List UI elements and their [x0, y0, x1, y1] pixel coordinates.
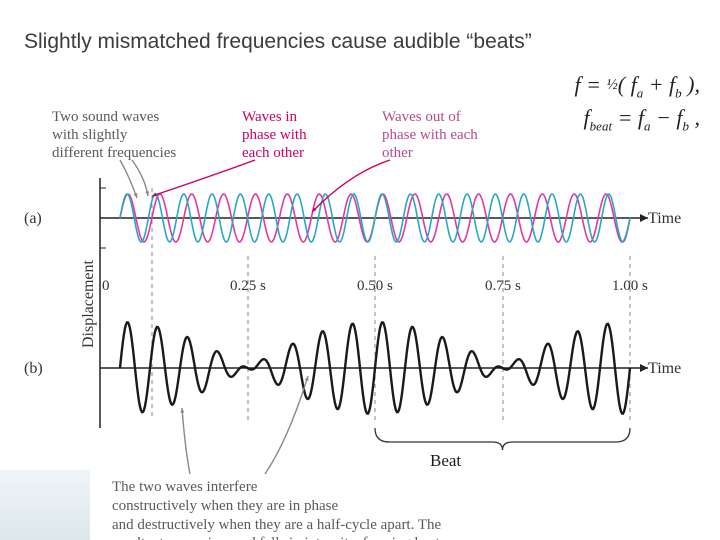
- waves-svg: [20, 88, 700, 528]
- page-title: Slightly mismatched frequencies cause au…: [24, 30, 532, 54]
- figure: Two sound waveswith slightlydifferent fr…: [20, 88, 700, 528]
